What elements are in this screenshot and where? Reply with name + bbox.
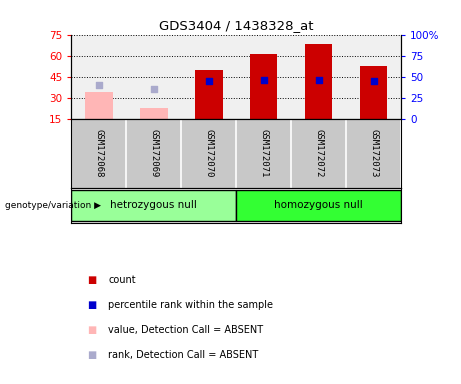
Bar [85,92,112,119]
Bar [250,54,278,119]
Bar [236,190,401,221]
Text: count: count [108,275,136,285]
Text: GSM172069: GSM172069 [149,129,159,178]
Text: homozygous null: homozygous null [274,200,363,210]
Text: ■: ■ [88,275,97,285]
Bar [360,66,387,119]
Text: GSM172072: GSM172072 [314,129,323,178]
Bar [71,190,236,221]
Text: GSM172073: GSM172073 [369,129,378,178]
Text: genotype/variation ▶: genotype/variation ▶ [5,201,100,210]
Bar [195,70,223,119]
Text: rank, Detection Call = ABSENT: rank, Detection Call = ABSENT [108,350,259,360]
Point [95,82,103,88]
Text: GSM172071: GSM172071 [259,129,268,178]
Text: ■: ■ [88,325,97,335]
Text: hetrozygous null: hetrozygous null [111,200,197,210]
Bar [305,45,332,119]
Bar [140,108,168,119]
Text: GSM172070: GSM172070 [204,129,213,178]
Point [315,77,322,83]
Text: ■: ■ [88,300,97,310]
Text: value, Detection Call = ABSENT: value, Detection Call = ABSENT [108,325,263,335]
Point [260,77,267,83]
Point [150,86,158,92]
Point [370,78,377,84]
Point [205,78,213,84]
Title: GDS3404 / 1438328_at: GDS3404 / 1438328_at [159,19,313,32]
Text: ■: ■ [88,350,97,360]
Text: GSM172068: GSM172068 [95,129,103,178]
Text: percentile rank within the sample: percentile rank within the sample [108,300,273,310]
